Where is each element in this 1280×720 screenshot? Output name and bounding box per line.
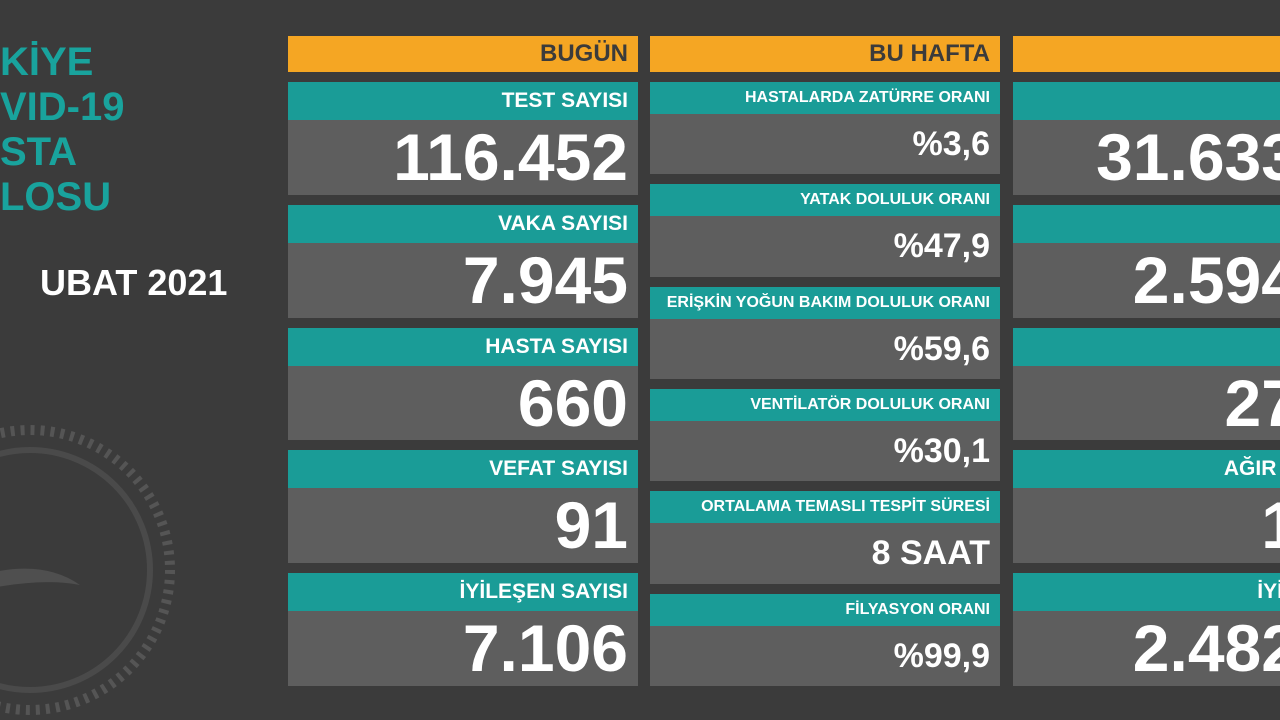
card-value: %30,1 xyxy=(650,421,1000,482)
card-value: 27.5 xyxy=(1013,365,1280,441)
card-value: 2.594.1 xyxy=(1013,242,1280,318)
card-label: ORTALAMA TEMASLI TESPİT SÜRESİ xyxy=(650,491,1000,524)
card-label: TEST xyxy=(1013,82,1280,120)
card-label: İYİLEŞEN SAYISI xyxy=(288,573,638,612)
title-line: VID-19 xyxy=(0,85,125,129)
title-line: KİYE xyxy=(0,40,94,84)
title-line: STA xyxy=(0,130,78,174)
card-label: FİLYASYON ORANI xyxy=(650,593,1000,626)
column-header: TO xyxy=(1013,36,1280,72)
card-label: VAKA SAYISI xyxy=(288,204,638,243)
emblem xyxy=(0,425,175,715)
date: UBAT 2021 xyxy=(40,262,228,303)
card-label: TEST SAYISI xyxy=(288,82,638,120)
card-label: AĞIR HASTA xyxy=(1013,450,1280,489)
card-label: HASTA SAYISI xyxy=(288,327,638,366)
card-value: 8 SAAT xyxy=(650,523,1000,584)
card-value: 116.452 xyxy=(288,120,638,195)
card-value: 31.633.1 xyxy=(1013,120,1280,195)
card-label: HASTALARDA ZATÜRRE ORANI xyxy=(650,82,1000,114)
card-label: ERİŞKİN YOĞUN BAKIM DOLULUK ORANI xyxy=(650,286,1000,319)
card-label: VEFAT xyxy=(1013,327,1280,366)
card-value: 7.945 xyxy=(288,242,638,318)
card-label: İYİLEŞEN xyxy=(1013,573,1280,612)
card-label: VENTİLATÖR DOLULUK ORANI xyxy=(650,389,1000,421)
card-value: 1.2 xyxy=(1013,488,1280,564)
card-label: VEFAT SAYISI xyxy=(288,450,638,489)
column-header: BUGÜN xyxy=(288,36,638,72)
card-value: 7.106 xyxy=(288,611,638,686)
column-header: BU HAFTA xyxy=(650,36,1000,72)
card-value: %99,9 xyxy=(650,625,1000,686)
card-value: 91 xyxy=(288,488,638,564)
card-value: 660 xyxy=(288,365,638,441)
card-value: 2.482.4 xyxy=(1013,611,1280,686)
card-label: VAKA xyxy=(1013,204,1280,243)
card-value: %3,6 xyxy=(650,114,1000,175)
card-value: %59,6 xyxy=(650,318,1000,379)
card-label: YATAK DOLULUK ORANI xyxy=(650,184,1000,217)
card-value: %47,9 xyxy=(650,216,1000,277)
title-line: LOSU xyxy=(0,175,112,219)
